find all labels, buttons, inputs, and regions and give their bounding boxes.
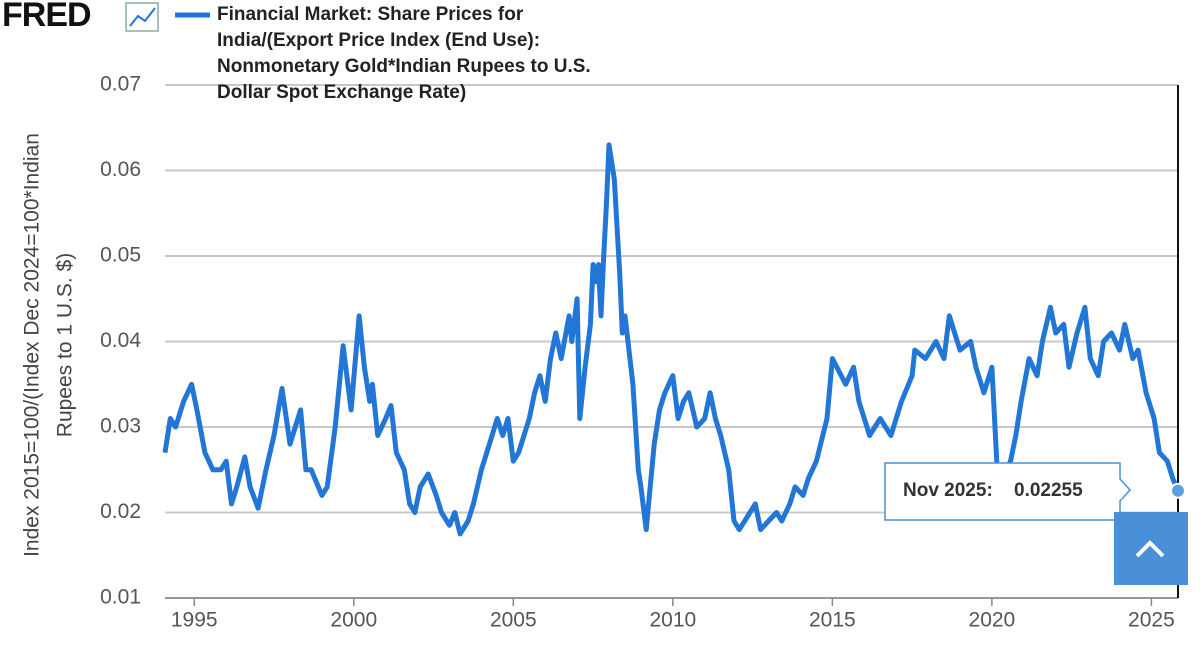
tooltip-box	[884, 462, 1132, 521]
y-axis-label: Index 2015=100/(Index Dec 2024=100*India…	[21, 133, 77, 557]
x-tick-label: 2015	[809, 609, 856, 632]
logo: FRED	[2, 0, 91, 34]
logo-icon	[125, 2, 159, 32]
scroll-top-button[interactable]	[1114, 512, 1188, 585]
y-tick-label: 0.01	[100, 586, 141, 609]
y-tick-label: 0.04	[100, 329, 141, 352]
tooltip-date: Nov 2025:	[903, 480, 993, 501]
y-tick-label: 0.02	[100, 500, 141, 523]
y-tick-label: 0.03	[100, 415, 141, 438]
x-tick-label: 2020	[969, 609, 1016, 632]
chevron-icon	[1135, 540, 1165, 558]
x-tick-label: 2005	[490, 609, 537, 632]
x-tick-label: 2010	[649, 609, 696, 632]
y-tick-label: 0.07	[100, 73, 141, 96]
y-axis-label-line: Rupees to 1 U.S. $)	[54, 253, 77, 437]
logo-icon-line	[129, 7, 156, 27]
x-tick-label: 2025	[1128, 609, 1175, 632]
hover-point	[1170, 482, 1186, 499]
tooltip-value: 0.02255	[1014, 480, 1083, 501]
y-tick-label: 0.06	[100, 158, 141, 181]
x-tick-label: 2000	[330, 609, 377, 632]
y-tick-label: 0.05	[100, 244, 141, 267]
y-axis-label-line: Index 2015=100/(Index Dec 2024=100*India…	[21, 133, 44, 557]
x-tick-label: 1995	[171, 609, 218, 632]
legend-label: Financial Market: Share Prices for India…	[217, 4, 591, 103]
